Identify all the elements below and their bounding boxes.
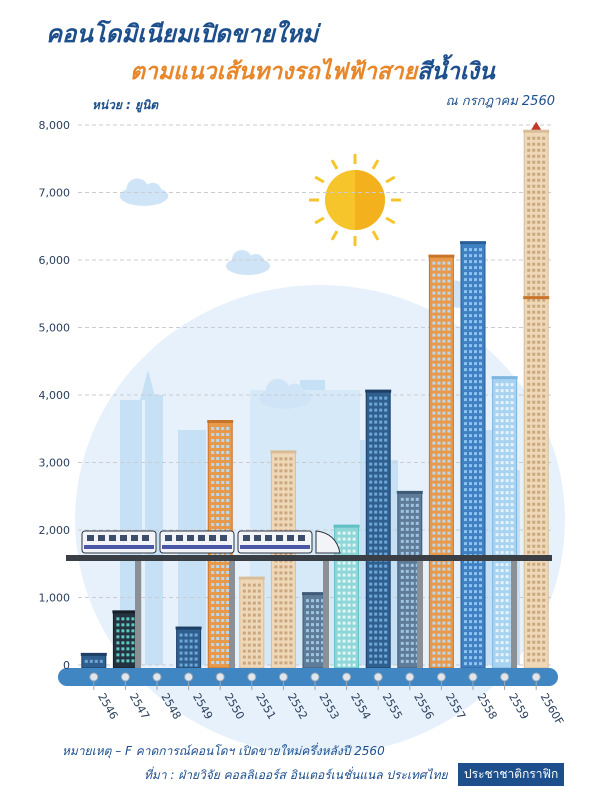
cloud xyxy=(119,178,169,206)
bar-2547 xyxy=(112,610,139,669)
rail-pillar xyxy=(229,561,235,668)
x-tick-marker xyxy=(500,672,510,682)
cloud xyxy=(258,378,312,409)
bar-2546 xyxy=(80,652,107,669)
chart-title-line2-part2: สีน้ำเงิน xyxy=(417,59,495,85)
source-note: ที่มา : ฝ่ายวิจัย คอลลิเออร์ส อินเตอร์เน… xyxy=(144,768,448,782)
x-tick-marker xyxy=(89,672,99,682)
x-tick-marker xyxy=(342,672,352,682)
chart-title-line1: คอนโดมิเนียมเปิดขายใหม่ xyxy=(46,20,318,48)
y-tick-label: 3,000 xyxy=(39,457,71,470)
y-tick-label: 6,000 xyxy=(39,254,71,267)
chart-title-line2: ตามแนวเส้นทางรถไฟฟ้าสายสีน้ำเงิน xyxy=(130,54,495,90)
brand-badge: ประชาชาติกราฟิก xyxy=(458,763,565,786)
skyline-building xyxy=(145,395,163,665)
x-tick-marker xyxy=(373,672,383,682)
rail-pillar xyxy=(323,561,329,668)
ground-bar xyxy=(58,668,558,686)
stack-split-line xyxy=(523,296,550,300)
rail-track xyxy=(66,555,552,561)
footnote: หมายเหตุ – F คาดการณ์คอนโดฯ เปิดขายใหม่ค… xyxy=(62,744,385,758)
y-tick-label: 4,000 xyxy=(39,389,71,402)
x-tick-label: 2559 xyxy=(506,691,531,722)
rail-pillar xyxy=(135,561,141,668)
x-tick-marker xyxy=(152,672,162,682)
chart-title-line2-part1: ตามแนวเส้นทางรถไฟฟ้าสาย xyxy=(130,59,418,85)
x-tick-marker xyxy=(531,672,541,682)
cloud xyxy=(226,250,270,275)
x-tick-marker xyxy=(405,672,415,682)
y-tick-label: 2,000 xyxy=(39,524,71,537)
x-tick-marker xyxy=(215,672,225,682)
bar-2560F xyxy=(523,121,550,669)
skyline-spire xyxy=(140,370,156,400)
x-tick-marker xyxy=(468,672,478,682)
y-tick-label: 1,000 xyxy=(39,592,71,605)
x-tick-label: 2547 xyxy=(127,691,152,722)
rail-pillar xyxy=(417,561,423,668)
sun-icon xyxy=(309,154,401,246)
y-tick-label: 0 xyxy=(63,659,70,672)
x-tick-marker xyxy=(278,672,288,682)
bar-2554 xyxy=(333,524,360,669)
bar-2558 xyxy=(460,241,486,669)
x-tick-marker xyxy=(184,672,194,682)
bar-2555 xyxy=(365,389,392,669)
bar-2549 xyxy=(175,626,202,669)
x-tick-label: 2558 xyxy=(474,691,499,722)
x-tick-marker xyxy=(247,672,257,682)
x-tick-marker xyxy=(120,672,130,682)
y-tick-label: 7,000 xyxy=(39,187,71,200)
y-tick-label: 8,000 xyxy=(39,119,71,132)
x-tick-label: 2546 xyxy=(95,691,120,722)
bar-2551 xyxy=(238,576,265,669)
bar-2557 xyxy=(428,254,455,669)
x-tick-marker xyxy=(310,672,320,682)
rooftop-spire xyxy=(531,121,542,130)
as-of-date: ณ กรกฎาคม 2560 xyxy=(445,94,555,109)
x-tick-label: 2560F xyxy=(538,691,566,727)
y-tick-label: 5,000 xyxy=(39,322,71,335)
train-icon xyxy=(81,530,341,554)
rail-pillar xyxy=(511,561,517,668)
x-tick-marker xyxy=(436,672,446,682)
y-axis-unit-label: หน่วย : ยูนิต xyxy=(92,98,159,112)
